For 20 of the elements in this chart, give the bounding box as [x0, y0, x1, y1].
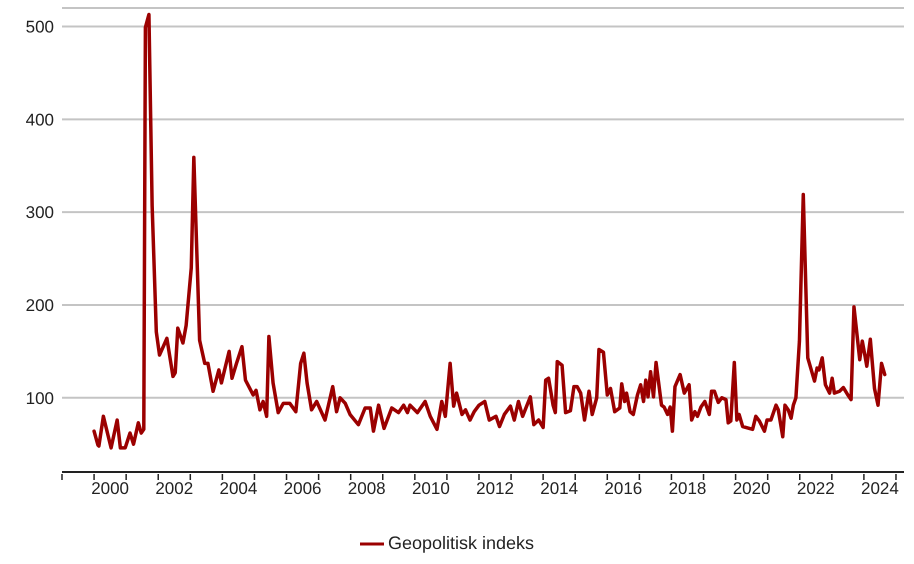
- x-tick-label: 2012: [476, 479, 514, 498]
- x-tick-label: 2004: [220, 479, 258, 498]
- x-tick-label: 2008: [348, 479, 386, 498]
- x-tick-label: 2022: [796, 479, 835, 498]
- y-tick-label: 300: [26, 203, 54, 222]
- line-series: [92, 12, 887, 450]
- y-tick-label: 100: [26, 388, 54, 408]
- legend-label: Geopolitisk indeks: [388, 532, 534, 553]
- y-tick-label: 200: [26, 296, 54, 315]
- x-tick-label: 2000: [91, 479, 130, 498]
- x-tick-label: 2018: [668, 479, 706, 498]
- y-tick-label: 400: [26, 110, 54, 130]
- x-tick-label: 2014: [540, 479, 578, 498]
- y-tick-label: 500: [26, 18, 54, 37]
- x-tick-label: 2002: [155, 479, 194, 498]
- x-tick-label: 2020: [732, 479, 771, 498]
- x-tick-label: 2024: [861, 479, 899, 498]
- x-tick-label: 2010: [412, 479, 450, 498]
- x-tick-label: 2006: [284, 479, 322, 498]
- x-tick-label: 2016: [604, 479, 642, 498]
